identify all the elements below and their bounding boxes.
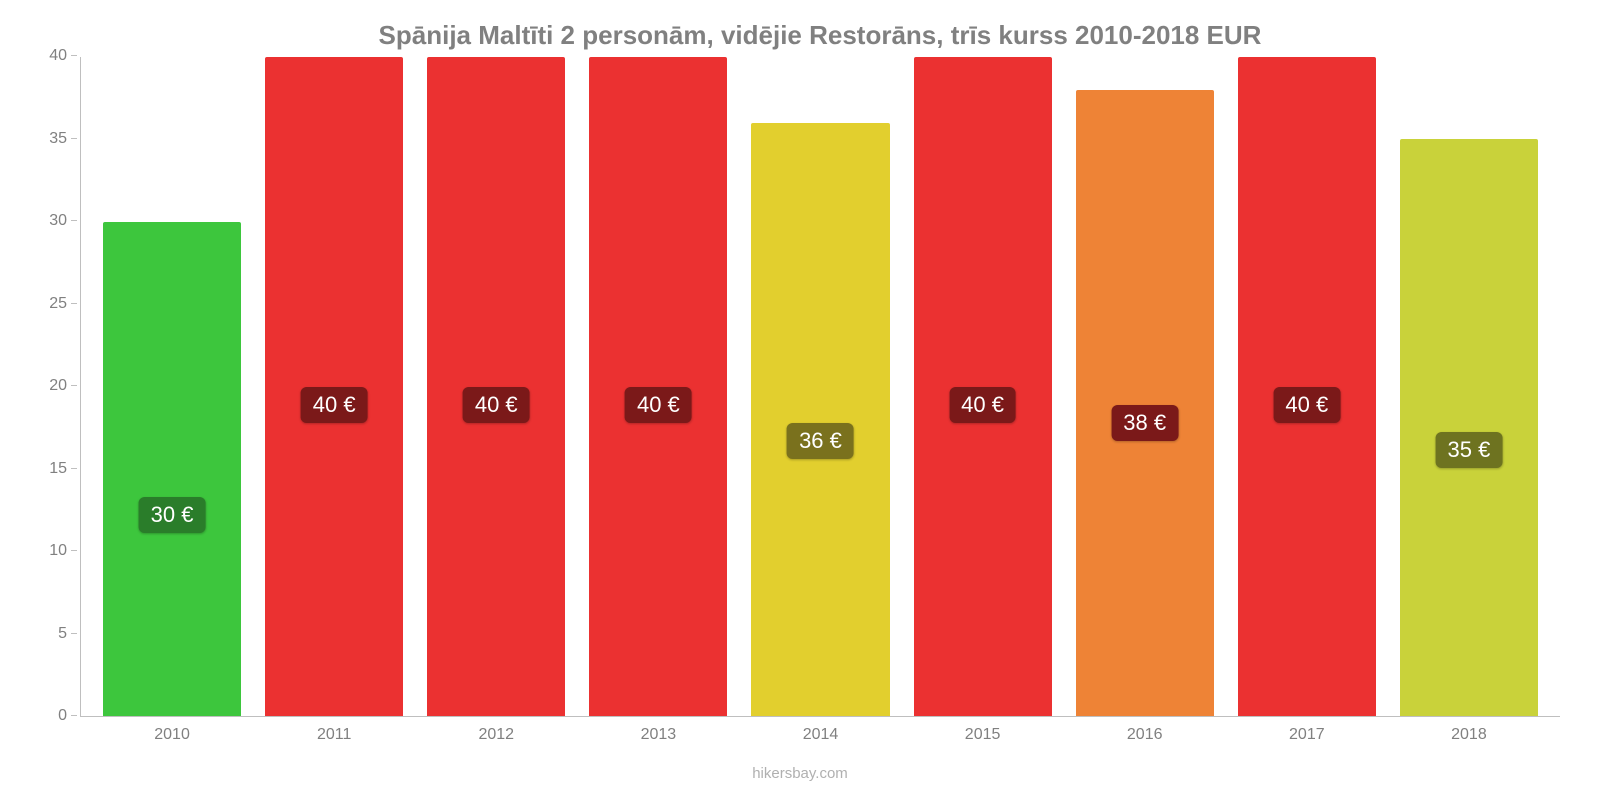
bar: 35 € — [1400, 139, 1538, 716]
bar-slot: 40 €2015 — [902, 57, 1064, 716]
credit-text: hikersbay.com — [0, 765, 1600, 782]
bar-slot: 40 €2013 — [577, 57, 739, 716]
y-tick-label: 25 — [49, 295, 81, 313]
bar: 40 € — [589, 57, 727, 716]
y-tick-label: 0 — [58, 707, 81, 725]
x-tick-label: 2014 — [803, 726, 839, 744]
plot-area: 30 €201040 €201140 €201240 €201336 €2014… — [80, 57, 1560, 717]
bar: 38 € — [1076, 90, 1214, 716]
bar-slot: 30 €2010 — [91, 57, 253, 716]
bar-slot: 38 €2016 — [1064, 57, 1226, 716]
y-tick-label: 30 — [49, 212, 81, 230]
y-tick-label: 10 — [49, 542, 81, 560]
bar: 40 € — [427, 57, 565, 716]
y-tick-label: 35 — [49, 130, 81, 148]
x-tick-label: 2017 — [1289, 726, 1325, 744]
bar-slot: 40 €2017 — [1226, 57, 1388, 716]
x-tick-label: 2013 — [641, 726, 677, 744]
value-badge: 30 € — [139, 497, 206, 533]
bar: 30 € — [103, 222, 241, 716]
bar-slot: 36 €2014 — [739, 57, 901, 716]
x-tick-label: 2015 — [965, 726, 1001, 744]
bar-slot: 35 €2018 — [1388, 57, 1550, 716]
y-tick-label: 40 — [49, 47, 81, 65]
bar-slot: 40 €2011 — [253, 57, 415, 716]
bar: 40 € — [914, 57, 1052, 716]
y-tick-label: 5 — [58, 625, 81, 643]
value-badge: 40 € — [625, 387, 692, 423]
value-badge: 35 € — [1436, 432, 1503, 468]
x-tick-label: 2018 — [1451, 726, 1487, 744]
y-tick-label: 20 — [49, 377, 81, 395]
value-badge: 40 € — [949, 387, 1016, 423]
x-tick-label: 2010 — [154, 726, 190, 744]
value-badge: 40 € — [301, 387, 368, 423]
bar-slot: 40 €2012 — [415, 57, 577, 716]
chart-title: Spānija Maltīti 2 personām, vidējie Rest… — [80, 20, 1560, 51]
x-tick-label: 2016 — [1127, 726, 1163, 744]
bar: 40 € — [1238, 57, 1376, 716]
value-badge: 36 € — [787, 423, 854, 459]
bar: 36 € — [751, 123, 889, 716]
value-badge: 38 € — [1111, 405, 1178, 441]
x-tick-label: 2011 — [317, 726, 351, 744]
bars-group: 30 €201040 €201140 €201240 €201336 €2014… — [81, 57, 1560, 716]
x-tick-label: 2012 — [478, 726, 514, 744]
y-tick-label: 15 — [49, 460, 81, 478]
value-badge: 40 € — [1273, 387, 1340, 423]
value-badge: 40 € — [463, 387, 530, 423]
bar: 40 € — [265, 57, 403, 716]
chart-container: Spānija Maltīti 2 personām, vidējie Rest… — [0, 0, 1600, 800]
